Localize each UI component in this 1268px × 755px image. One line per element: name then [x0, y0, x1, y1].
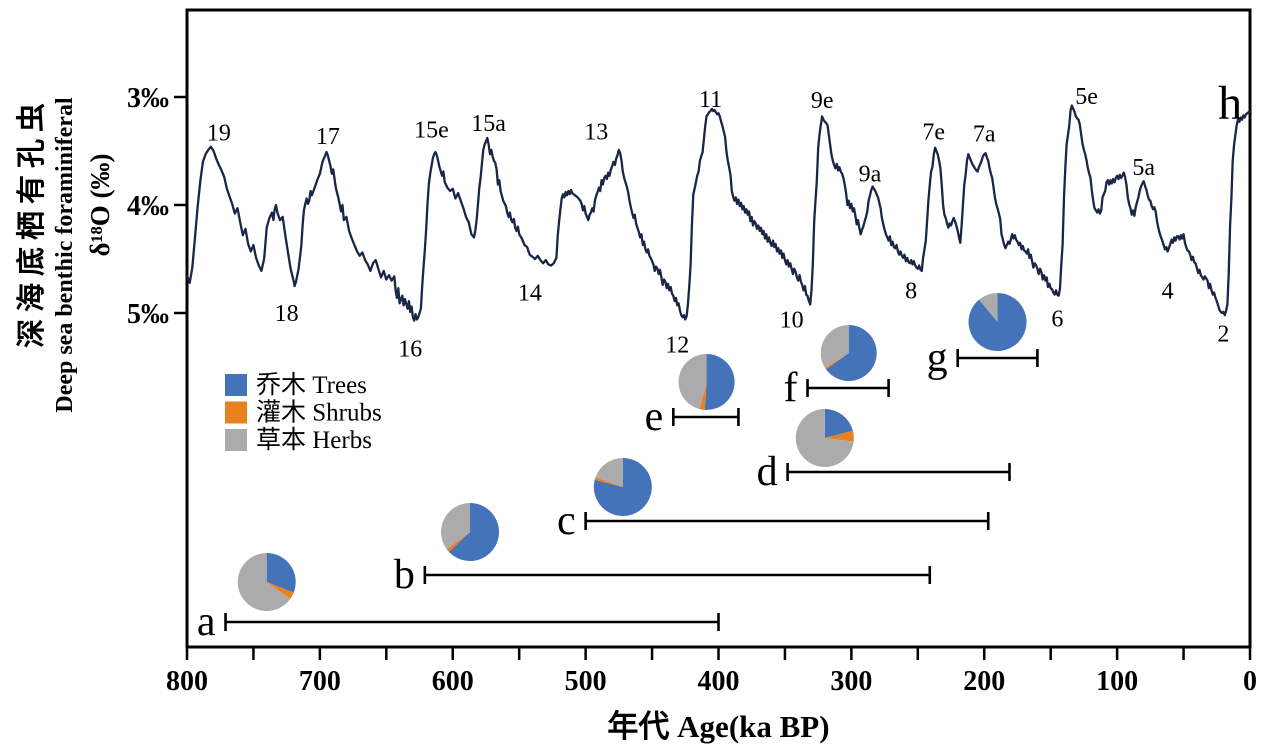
x-axis-tick-label: 700	[299, 666, 341, 697]
pie-b-herbs-slice	[441, 503, 471, 550]
x-axis-tick-label: 0	[1243, 666, 1257, 697]
mis-stage-label-h: h	[1218, 77, 1242, 130]
pie-b-trees-slice	[448, 503, 500, 561]
mis-stage-label-5e: 5e	[1075, 84, 1098, 110]
mis-stage-label-11: 11	[699, 87, 722, 113]
mis-stage-label-14: 14	[518, 280, 542, 306]
x-axis-tick-label: 200	[963, 666, 1005, 697]
y-axis-title-unit: δ¹⁸O (‰)	[85, 153, 115, 257]
pie-a-shrubs-slice	[266, 582, 294, 600]
mis-stage-label-16: 16	[398, 337, 422, 363]
mis-stage-label-12: 12	[665, 332, 689, 358]
pie-g-herbs-slice	[979, 293, 998, 322]
y-axis-tick-label: 5‰	[127, 299, 169, 330]
mis-stage-label-15e: 15e	[414, 117, 449, 143]
legend-label-herbs: 草本 Herbs	[256, 426, 372, 454]
legend-swatch-shrubs	[225, 401, 247, 424]
zone-letter-g: g	[927, 335, 948, 381]
mis-stage-label-19: 19	[207, 121, 231, 147]
zone-letter-e: e	[645, 394, 664, 440]
pie-e-herbs-slice	[678, 354, 707, 410]
mis-stage-label-9a: 9a	[859, 162, 882, 188]
zone-letter-d: d	[757, 449, 778, 495]
pie-e-shrubs-slice	[699, 382, 707, 410]
mis-stage-label-18: 18	[275, 301, 299, 327]
y-axis-title-english: Deep sea benthic foraminiferal	[52, 97, 78, 413]
pie-f-shrubs-slice	[825, 353, 849, 370]
pie-f-herbs-slice	[820, 325, 849, 368]
pie-c-herbs-slice	[595, 457, 623, 487]
zone-letter-f: f	[784, 365, 798, 411]
y-axis-tick-label: 4‰	[127, 191, 169, 222]
legend-label-trees: 乔木 Trees	[256, 371, 367, 399]
pie-c-trees-slice	[593, 458, 652, 516]
d18o-curve	[185, 104, 1251, 322]
mis-stage-label-15a: 15a	[471, 111, 506, 137]
mis-stage-label-6: 6	[1051, 306, 1063, 332]
mis-stage-label-10: 10	[780, 307, 804, 333]
zone-letter-a: a	[197, 599, 216, 645]
mis-stage-label-9e: 9e	[811, 88, 834, 114]
pie-g-trees-slice	[968, 293, 1027, 351]
pie-d-shrubs-slice	[824, 430, 854, 442]
legend-label-shrubs: 灌木 Shrubs	[256, 399, 382, 427]
legend-swatch-herbs	[225, 429, 247, 451]
zone-letter-b: b	[394, 552, 415, 598]
x-axis-tick-label: 400	[698, 666, 740, 697]
legend-swatch-trees	[225, 374, 247, 396]
x-axis-tick-label: 300	[830, 666, 872, 697]
x-axis-tick-label: 500	[565, 666, 607, 697]
pie-a-herbs-slice	[237, 553, 291, 611]
x-axis-tick-label: 100	[1096, 666, 1138, 697]
pie-d-herbs-slice	[795, 409, 854, 468]
pie-a-trees-slice	[266, 553, 296, 593]
mis-stage-label-17: 17	[316, 124, 340, 150]
mis-stage-label-13: 13	[584, 120, 608, 146]
mis-stage-label-8: 8	[905, 278, 917, 304]
pie-d-trees-slice	[824, 409, 853, 438]
mis-stage-label-7e: 7e	[922, 120, 945, 146]
x-axis-tick-label: 600	[432, 666, 474, 697]
mis-stage-label-5a: 5a	[1132, 155, 1155, 181]
mis-stage-label-7a: 7a	[973, 122, 996, 148]
x-axis-tick-label: 800	[166, 666, 208, 697]
pie-c-shrubs-slice	[594, 477, 623, 487]
y-axis-tick-label: 3‰	[127, 83, 169, 114]
mis-stage-label-2: 2	[1217, 322, 1229, 348]
pie-b-shrubs-slice	[446, 532, 471, 552]
mis-stage-label-4: 4	[1162, 278, 1174, 304]
zone-letter-c: c	[557, 498, 576, 544]
pie-f-trees-slice	[826, 325, 877, 382]
x-axis-title: 年代 Age(ka BP)	[607, 709, 830, 744]
pie-e-trees-slice	[704, 353, 735, 410]
